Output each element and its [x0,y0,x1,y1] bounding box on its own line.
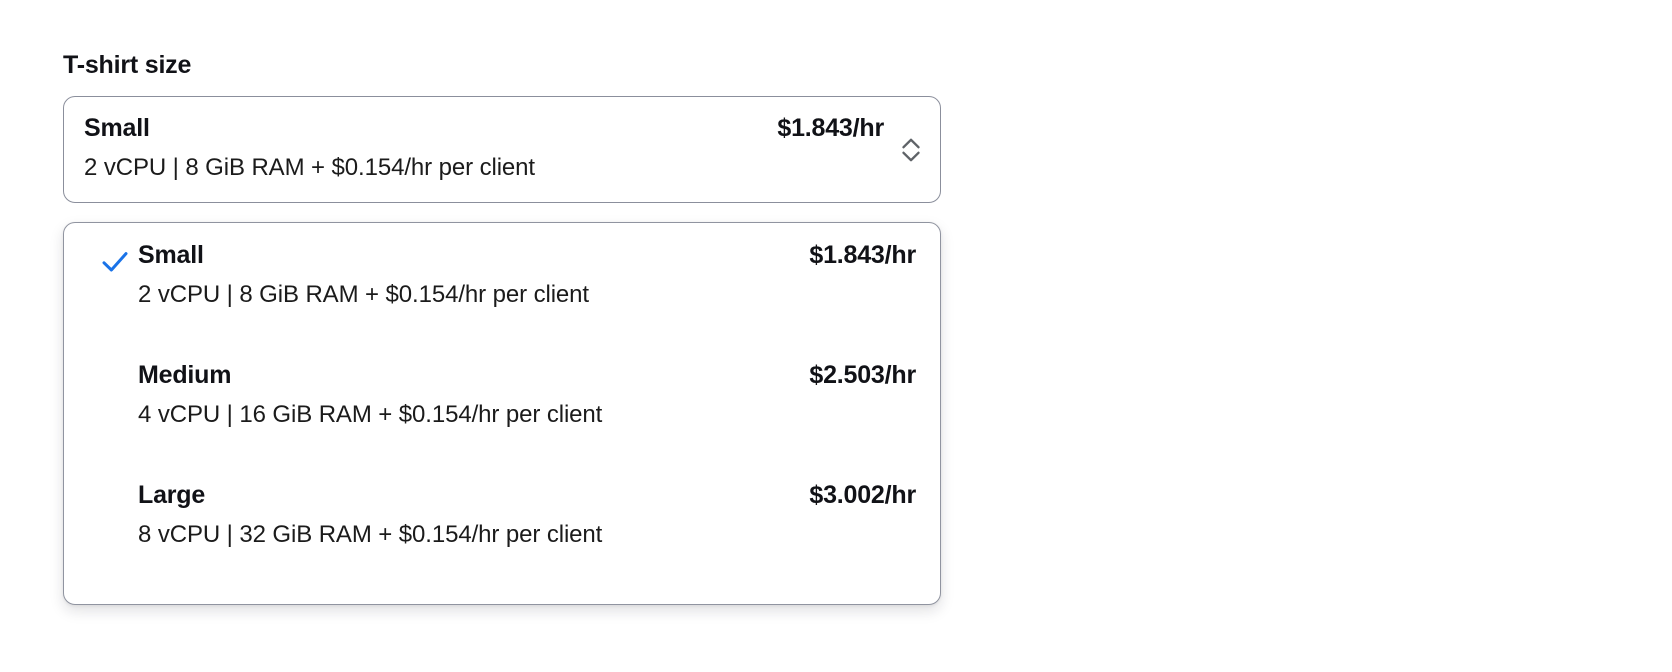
option-name: Small [138,241,204,269]
check-icon [102,252,128,272]
page-title: T-shirt size [63,51,192,79]
option-description: 8 vCPU | 32 GiB RAM + $0.154/hr per clie… [138,521,603,548]
option-primary-row: Medium $2.503/hr [138,361,916,395]
selected-option-description: 2 vCPU | 8 GiB RAM + $0.154/hr per clien… [84,154,535,181]
option-price: $2.503/hr [809,361,916,389]
list-item-small[interactable]: Small $1.843/hr 2 vCPU | 8 GiB RAM + $0.… [64,239,940,337]
select-trigger-content: Small $1.843/hr 2 vCPU | 8 GiB RAM + $0.… [84,97,884,202]
t-shirt-size-select-trigger[interactable]: Small $1.843/hr 2 vCPU | 8 GiB RAM + $0.… [63,96,941,203]
t-shirt-size-dropdown-panel: Small $1.843/hr 2 vCPU | 8 GiB RAM + $0.… [63,222,941,605]
list-item-medium[interactable]: Medium $2.503/hr 4 vCPU | 16 GiB RAM + $… [64,359,940,457]
option-description: 2 vCPU | 8 GiB RAM + $0.154/hr per clien… [138,281,589,308]
option-name: Large [138,481,206,509]
option-description: 4 vCPU | 16 GiB RAM + $0.154/hr per clie… [138,401,603,428]
option-price: $3.002/hr [809,481,916,509]
selected-option-price: $1.843/hr [777,114,884,142]
chevron-up-down-icon[interactable] [898,134,924,166]
option-name: Medium [138,361,232,389]
option-price: $1.843/hr [809,241,916,269]
option-primary-row: Large $3.002/hr [138,481,916,515]
list-item-large[interactable]: Large $3.002/hr 8 vCPU | 32 GiB RAM + $0… [64,479,940,577]
select-trigger-primary-row: Small $1.843/hr [84,114,884,148]
selected-option-name: Small [84,114,150,142]
option-primary-row: Small $1.843/hr [138,241,916,275]
option-list: Small $1.843/hr 2 vCPU | 8 GiB RAM + $0.… [64,223,940,604]
